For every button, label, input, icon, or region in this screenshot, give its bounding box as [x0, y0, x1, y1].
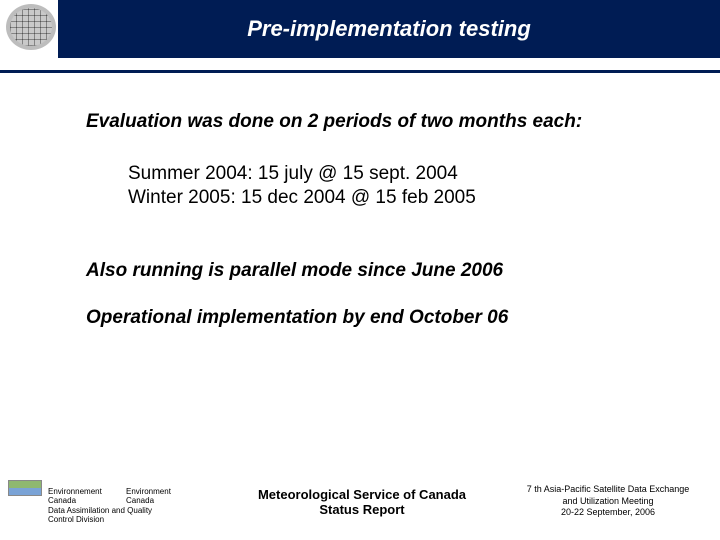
footer-center-line1: Meteorological Service of Canada [232, 487, 492, 503]
footer-org-en1: Environment [126, 487, 171, 496]
period-summer: Summer 2004: 15 july @ 15 sept. 2004 [128, 162, 646, 187]
slide-content: Evaluation was done on 2 periods of two … [86, 110, 646, 353]
intro-text: Evaluation was done on 2 periods of two … [86, 110, 646, 134]
period-winter: Winter 2005: 15 dec 2004 @ 15 feb 2005 [128, 186, 646, 211]
implementation-note: Operational implementation by end Octobe… [86, 306, 646, 331]
footer-right: 7 th Asia-Pacific Satellite Data Exchang… [508, 484, 708, 518]
footer-division1: Data Assimilation and Quality [48, 506, 218, 515]
footer-center-line2: Status Report [232, 502, 492, 518]
slide-title: Pre-implementation testing [247, 16, 531, 42]
footer-right-line2: and Utilization Meeting [508, 496, 708, 507]
header-background: Pre-implementation testing [58, 0, 720, 58]
footer-division2: Control Division [48, 515, 218, 524]
canada-flag-icon [8, 480, 42, 496]
header-band: Pre-implementation testing [0, 0, 720, 60]
footer-center: Meteorological Service of Canada Status … [232, 487, 492, 518]
footer: Environnement Canada Environment Canada … [0, 470, 720, 530]
footer-org-en: Environment Canada [126, 487, 171, 505]
periods-block: Summer 2004: 15 july @ 15 sept. 2004 Win… [128, 162, 646, 211]
parallel-mode-note: Also running is parallel mode since June… [86, 259, 646, 284]
header-underline [0, 70, 720, 73]
footer-org: Environnement Canada Environment Canada … [48, 487, 218, 524]
footer-right-line1: 7 th Asia-Pacific Satellite Data Exchang… [508, 484, 708, 495]
globe-logo-icon [6, 4, 56, 50]
footer-org-en2: Canada [126, 496, 171, 505]
footer-right-line3: 20-22 September, 2006 [508, 507, 708, 518]
